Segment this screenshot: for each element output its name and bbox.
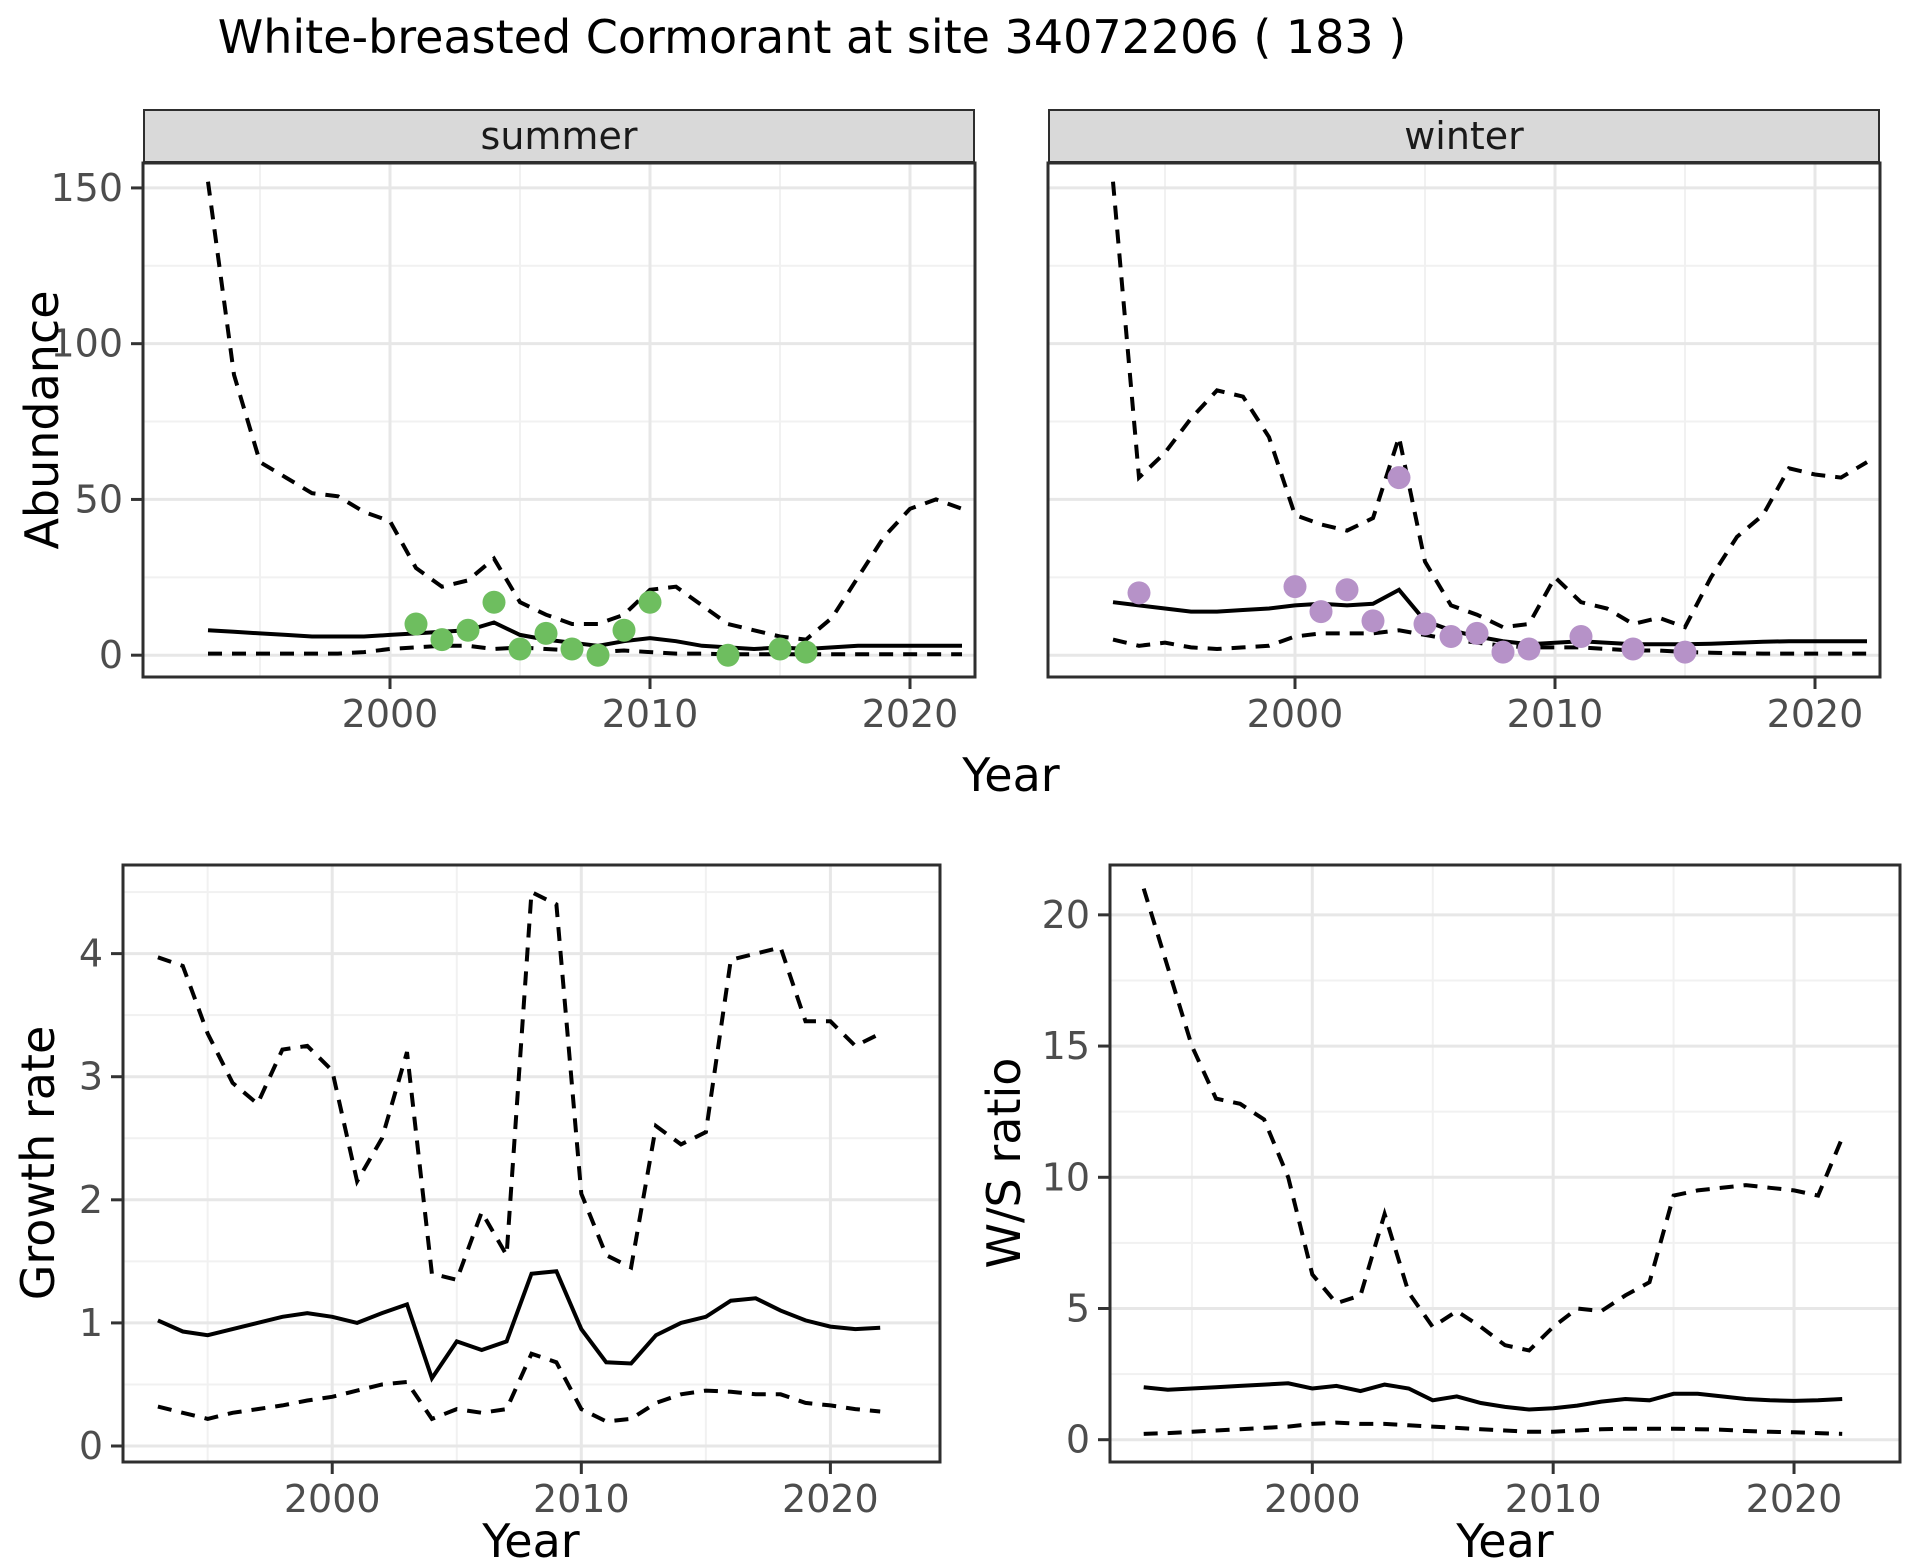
data-point: [768, 637, 792, 661]
data-point: [586, 643, 610, 667]
summer-gridlines: [143, 163, 975, 677]
x-tick-label: 2010: [533, 1477, 630, 1521]
data-point: [1517, 637, 1541, 661]
x-tick-label: 2020: [862, 692, 959, 736]
summer-panel-background: [143, 163, 975, 677]
summer-upper-ci-line: [206, 181, 963, 642]
data-point: [560, 637, 584, 661]
data-point: [508, 637, 532, 661]
winter-median-line: [1112, 587, 1867, 647]
x-tick-label: 2010: [1505, 1477, 1602, 1521]
facet-strip-winter: winter: [1048, 109, 1880, 163]
data-point: [1127, 581, 1151, 605]
y-tick-label: 3: [79, 1055, 103, 1099]
facet-strip-winter-label: winter: [1404, 114, 1524, 158]
ws-panel-border: [1108, 863, 1902, 1464]
x-tick-label: 2020: [782, 1477, 879, 1521]
data-point: [430, 628, 454, 652]
y-tick-label: 10: [1042, 1155, 1090, 1199]
data-point: [1673, 640, 1697, 664]
data-point: [1439, 625, 1463, 649]
y-tick-label: 5: [1066, 1286, 1090, 1330]
growth-lower-ci-line: [157, 1351, 881, 1424]
winter-upper-ci-line: [1111, 181, 1869, 630]
data-point: [1491, 640, 1515, 664]
facet-strip-summer-label: summer: [480, 114, 638, 158]
x-tick-label: 2010: [602, 692, 699, 736]
winter-panel-background: [1048, 163, 1880, 677]
data-point: [1361, 609, 1385, 633]
ws-median-line: [1143, 1381, 1843, 1412]
growth-median-line: [157, 1269, 881, 1383]
summer-axis-ticks: 2000 2010 2020 0 50 100 150: [50, 166, 958, 736]
data-point: [1621, 637, 1645, 661]
summer-median-line: [207, 620, 962, 652]
summer-panel-border: [141, 161, 977, 679]
y-axis-title-ws-ratio: W/S ratio: [977, 1057, 1031, 1269]
data-point: [534, 621, 558, 645]
facet-strip-summer: summer: [143, 109, 975, 163]
data-point: [1569, 625, 1593, 649]
growth-panel: 2000 2010 2020 0 1 2 3 4: [79, 863, 942, 1521]
data-point: [638, 590, 662, 614]
data-point: [404, 612, 428, 636]
data-point: [1283, 575, 1307, 599]
x-axis-title-year-ws: Year: [1456, 1514, 1554, 1568]
x-axis-title-year-top: Year: [962, 748, 1060, 802]
x-tick-label: 2000: [284, 1477, 381, 1521]
x-tick-label: 2000: [1247, 692, 1344, 736]
ws-lower-ci-line: [1143, 1420, 1843, 1436]
ws-gridlines: [1110, 865, 1900, 1462]
y-axis-title-growth-rate: Growth rate: [11, 1025, 65, 1301]
x-tick-label: 2020: [1767, 692, 1864, 736]
winter-observed-counts: [1127, 466, 1697, 664]
y-tick-label: 1: [79, 1301, 103, 1345]
winter-gridlines: [1048, 163, 1880, 677]
y-tick-label: 4: [79, 932, 103, 976]
y-tick-label: 100: [50, 322, 123, 366]
data-point: [1413, 612, 1437, 636]
x-tick-label: 2000: [1264, 1477, 1361, 1521]
y-tick-label: 0: [1066, 1418, 1090, 1462]
data-point: [716, 643, 740, 667]
ws-axis-ticks: 2000 2010 2020 0 5 10 15 20: [1042, 893, 1843, 1521]
ws-panel: 2000 2010 2020 0 5 10 15 20: [1042, 863, 1902, 1521]
data-point: [1335, 578, 1359, 602]
summer-lower-ci-line: [208, 643, 962, 657]
ws-panel-background: [1110, 865, 1900, 1462]
page-title: White-breasted Cormorant at site 3407220…: [217, 10, 1407, 64]
data-point: [482, 590, 506, 614]
ws-upper-ci-line: [1141, 888, 1845, 1353]
summer-observed-counts: [404, 590, 818, 667]
data-point: [612, 618, 636, 642]
growth-axis-ticks: 2000 2010 2020 0 1 2 3 4: [79, 932, 879, 1521]
data-point: [1387, 466, 1411, 490]
growth-panel-background: [123, 865, 940, 1462]
data-point: [794, 640, 818, 664]
y-tick-label: 2: [79, 1178, 103, 1222]
x-tick-label: 2000: [342, 692, 439, 736]
winter-panel: 2000 2010 2020: [1046, 161, 1882, 736]
y-tick-label: 15: [1042, 1024, 1090, 1068]
x-axis-title-year-growth: Year: [482, 1514, 580, 1568]
x-tick-label: 2020: [1746, 1477, 1843, 1521]
y-tick-label: 0: [79, 1424, 103, 1468]
data-point: [1465, 621, 1489, 645]
y-tick-label: 150: [50, 166, 123, 210]
data-point: [456, 618, 480, 642]
winter-axis-ticks: 2000 2010 2020: [1247, 677, 1864, 736]
y-tick-label: 0: [99, 633, 123, 677]
data-point: [1309, 600, 1333, 624]
winter-panel-border: [1046, 161, 1882, 679]
winter-lower-ci-line: [1112, 628, 1867, 656]
growth-panel-border: [121, 863, 942, 1464]
y-axis-title-abundance: Abundance: [15, 290, 69, 550]
summer-panel: 2000 2010 2020 0 50 100 150: [50, 161, 977, 736]
growth-upper-ci-line: [157, 888, 882, 1283]
x-tick-label: 2010: [1507, 692, 1604, 736]
y-tick-label: 20: [1042, 893, 1090, 937]
y-tick-label: 50: [75, 477, 123, 521]
